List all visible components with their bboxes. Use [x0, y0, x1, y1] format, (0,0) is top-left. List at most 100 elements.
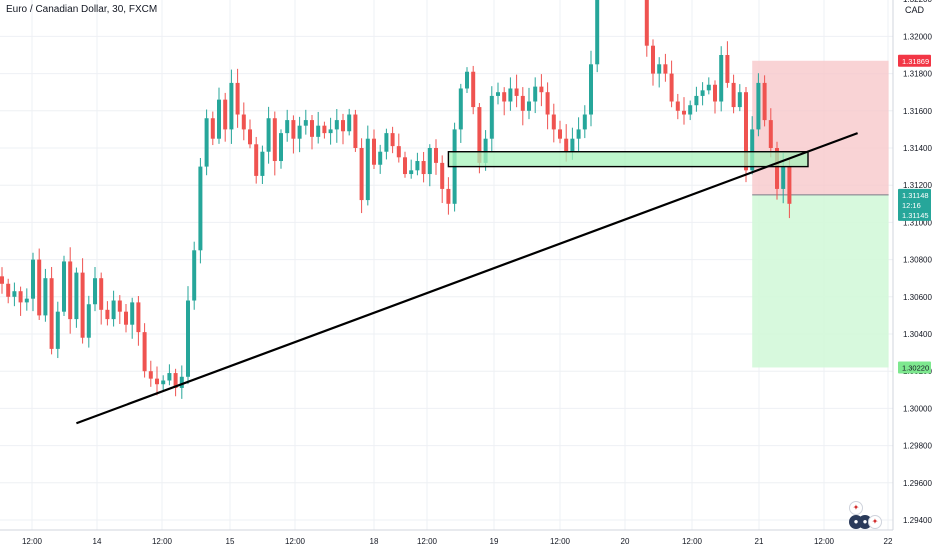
candle-body	[768, 120, 773, 148]
time-tick-label: 21	[755, 537, 764, 546]
candle-body	[155, 378, 159, 385]
candle-body	[353, 114, 358, 148]
stop-loss-zone	[752, 60, 889, 195]
stop-price-label: 1.31869	[902, 57, 929, 66]
symbol-title[interactable]: Euro / Canadian Dollar, 30, FXCM	[6, 4, 158, 15]
price-tick-label: 1.30400	[903, 330, 932, 339]
candle-body	[744, 92, 748, 171]
price-tick-label: 1.31000	[903, 218, 932, 227]
time-tick-label: 15	[226, 537, 235, 546]
candle-body	[341, 120, 345, 132]
candle-body	[539, 86, 544, 93]
candle-body	[446, 188, 451, 204]
candle-body	[551, 114, 556, 130]
candle-body	[644, 0, 649, 46]
candle-body	[403, 157, 407, 175]
candle-body	[657, 64, 662, 74]
candle-body	[706, 84, 711, 91]
candle-body	[440, 162, 445, 189]
bid-price-label-bg	[898, 208, 931, 221]
candle-body	[471, 71, 476, 108]
candle-body	[179, 376, 184, 388]
candle-body	[186, 300, 190, 377]
candle-body	[68, 261, 73, 320]
candle-body	[347, 114, 352, 132]
candle-body	[713, 84, 717, 102]
candle-body	[217, 99, 221, 139]
candle-body	[334, 120, 339, 130]
bid-price-label: 1.31145	[902, 211, 929, 220]
candle-body	[489, 95, 494, 139]
candle-body	[111, 300, 116, 320]
candle-body	[37, 259, 42, 316]
price-tick-label: 1.31400	[903, 144, 932, 153]
candle-body	[24, 298, 29, 303]
price-tick-label: 1.30600	[903, 293, 932, 302]
bar-countdown-label: 12:16	[902, 201, 921, 210]
candle-body	[409, 170, 414, 175]
candle-body	[663, 64, 668, 74]
candle-body	[427, 148, 432, 175]
candle-body	[533, 86, 538, 102]
candle-body	[527, 101, 531, 111]
price-tick-label: 1.31600	[903, 107, 932, 116]
price-axis[interactable]: 1.330001.328001.326001.324001.322001.320…	[903, 0, 932, 525]
candle-body	[254, 144, 259, 176]
candle-body	[12, 291, 17, 297]
candle-body	[248, 129, 252, 145]
candle-body	[564, 138, 569, 152]
candle-body	[651, 45, 655, 74]
support-box	[447, 151, 809, 168]
candle-body	[725, 55, 730, 83]
candle-body	[49, 278, 54, 349]
candle-body	[675, 101, 680, 111]
candle-body	[421, 161, 426, 175]
price-tick-label: 1.31800	[903, 70, 932, 79]
candle-body	[210, 118, 215, 139]
candle-body	[514, 88, 519, 96]
candle-body	[161, 380, 166, 385]
time-tick-label: 12:00	[152, 537, 173, 546]
candle-body	[223, 99, 228, 130]
position-zones	[752, 60, 889, 368]
bar-countdown-label-bg	[898, 198, 931, 211]
price-tick-label: 1.29800	[903, 442, 932, 451]
trendline	[76, 132, 858, 425]
candle-body	[279, 133, 283, 162]
candle-body	[0, 276, 4, 284]
candle-body	[390, 133, 395, 147]
candle-body	[365, 138, 370, 201]
candle-body	[787, 166, 792, 204]
candle-body	[260, 151, 265, 176]
candle-body	[576, 129, 581, 139]
canada-flag-icon[interactable]: ✦	[849, 501, 863, 515]
price-tick-label: 1.30000	[903, 404, 932, 413]
candle-body	[229, 82, 234, 130]
stop-price-label-bg	[898, 54, 931, 67]
candle-body	[80, 272, 85, 338]
candle-body	[582, 114, 587, 130]
candle-body	[241, 114, 246, 130]
time-tick-label: 12:00	[550, 537, 571, 546]
candle-body	[173, 373, 178, 388]
time-tick-label: 12:00	[417, 537, 438, 546]
candle-body	[688, 105, 693, 115]
candle-body	[359, 148, 364, 201]
candle-body	[124, 311, 128, 325]
price-tick-label: 1.30800	[903, 256, 932, 265]
canada-flag-icon[interactable]: ✦	[868, 515, 882, 529]
drawings	[76, 132, 858, 425]
candle-body	[328, 129, 333, 134]
candle-body	[86, 304, 91, 338]
candle-body	[520, 95, 525, 111]
candle-body	[775, 148, 779, 189]
candle-body	[316, 125, 321, 137]
time-axis[interactable]: 12:00 14 12:00 15 12:00 18 12:00 19 12:00 20 12:00…	[22, 537, 893, 546]
candle-body	[297, 125, 302, 139]
candle-body	[700, 90, 705, 96]
candle-body	[99, 278, 104, 310]
candle-body	[737, 92, 742, 108]
candle-body	[396, 146, 401, 158]
